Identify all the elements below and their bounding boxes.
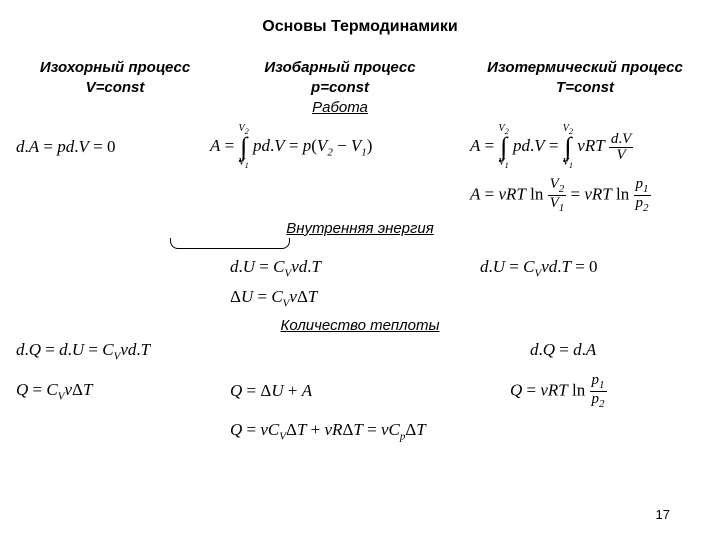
work-row-2: A = νRT ln V2V1 = νRT ln p1p2	[0, 177, 720, 214]
col2-name: Изобарный процесс	[215, 58, 465, 78]
brace	[0, 235, 720, 253]
heat-isochoric-2: Q = CVνΔT	[10, 380, 210, 402]
section-heat: Количество теплоты	[0, 317, 720, 334]
heat-row-1: d.Q = d.U = CVνd.T d.Q = d.A	[0, 340, 720, 362]
energy-row-2: ΔU = CVνΔT	[0, 287, 720, 309]
energy-row-1: d.U = CVνd.T d.U = CVνd.T = 0	[0, 257, 720, 279]
work-isothermal-1: A = V2∫V1 pd.V = V2∫V1 νRT d.VV	[470, 124, 710, 171]
col3-name: Изотермический процесс	[465, 58, 705, 78]
heat-isothermal-1: d.Q = d.A	[470, 340, 710, 362]
section-work: Работа	[215, 99, 465, 116]
col3-cond: T=const	[465, 78, 705, 98]
column-headers: Изохорный процесс V=const Изобарный проц…	[0, 58, 720, 116]
work-isobaric: A = V2∫V1 pd.V = p(V2 − V1)	[210, 124, 470, 171]
energy-dU: d.U = CVνd.T	[210, 257, 470, 279]
page-number: 17	[656, 507, 670, 522]
energy-isothermal: d.U = CVνd.T = 0	[470, 257, 710, 279]
heat-isochoric-1: d.Q = d.U = CVνd.T	[10, 340, 210, 362]
energy-DeltaU: ΔU = CVνΔT	[210, 287, 470, 309]
col2-cond: p=const	[215, 78, 465, 98]
col1-name: Изохорный процесс	[15, 58, 215, 78]
heat-isobaric-2: Q = νCVΔT + νRΔT = νCpΔT	[210, 420, 470, 442]
heat-isobaric-1: Q = ΔU + A	[210, 381, 470, 401]
col1-cond: V=const	[15, 78, 215, 98]
work-isothermal-2: A = νRT ln V2V1 = νRT ln p1p2	[470, 177, 710, 214]
heat-isothermal-2: Q = νRT ln p1p2	[470, 373, 710, 410]
heat-row-2: Q = CVνΔT Q = ΔU + A Q = νRT ln p1p2	[0, 373, 720, 410]
work-row: d.A = pd.V = 0 A = V2∫V1 pd.V = p(V2 − V…	[0, 124, 720, 171]
work-isochoric: d.A = pd.V = 0	[10, 137, 210, 157]
page-title: Основы Термодинамики	[0, 0, 720, 36]
heat-row-3: Q = νCVΔT + νRΔT = νCpΔT	[0, 420, 720, 442]
